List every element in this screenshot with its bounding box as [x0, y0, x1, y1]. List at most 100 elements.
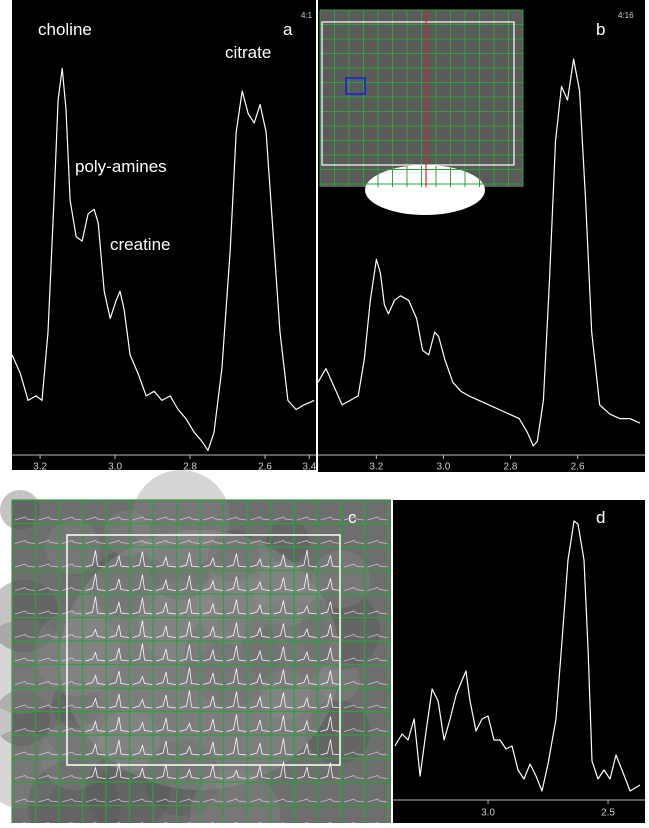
voxel-spectrum — [38, 704, 59, 709]
voxel-spectrum — [249, 672, 271, 685]
voxel-spectrum — [155, 740, 177, 756]
voxel-spectrum — [38, 798, 59, 803]
voxel-spectrum — [249, 719, 271, 732]
voxel-spectrum — [85, 697, 106, 709]
voxel-spectrum — [14, 751, 36, 756]
voxel-spectrum — [249, 649, 271, 662]
voxel-spectrum — [155, 671, 177, 685]
voxel-spectrum — [108, 624, 130, 638]
voxel-spectrum — [226, 622, 247, 638]
voxel-spectrum — [38, 681, 59, 685]
voxel-spectrum — [296, 604, 318, 615]
voxel-spectrum — [226, 540, 247, 544]
corner-text: 4:1 — [301, 11, 313, 20]
voxel-spectrum — [108, 647, 130, 662]
voxel-spectrum — [273, 798, 294, 803]
inset-voxel — [345, 77, 366, 95]
voxel-spectrum — [320, 798, 341, 803]
voxel-spectrum — [296, 742, 318, 756]
voxel-spectrum — [155, 694, 177, 709]
voxel-spectrum — [14, 516, 36, 521]
x-tick-label: 2.6 — [571, 462, 585, 473]
voxel-spectrum — [273, 577, 294, 591]
inset-anatomy — [365, 165, 485, 215]
voxel-spectrum — [273, 600, 294, 615]
x-tick-label: 3.2 — [369, 462, 383, 473]
voxel-spectrum — [85, 550, 106, 568]
voxel-spectrum — [202, 602, 224, 615]
voxel-spectrum — [14, 681, 36, 685]
x-tick-label: 2.6 — [258, 462, 272, 473]
voxel-spectrum — [343, 540, 365, 544]
voxel-spectrum — [249, 798, 271, 803]
tissue-texture — [184, 610, 280, 706]
voxel-spectrum — [367, 728, 388, 732]
voxel-spectrum — [108, 578, 130, 591]
voxel-spectrum — [14, 634, 36, 638]
voxel-spectrum — [296, 627, 318, 638]
voxel-spectrum — [132, 744, 153, 756]
x-tick-label: 2.5 — [601, 808, 615, 819]
voxel-spectrum — [155, 648, 177, 662]
voxel-spectrum — [320, 739, 341, 756]
voxel-spectrum — [61, 634, 83, 638]
voxel-spectrum — [296, 540, 318, 544]
voxel-spectrum — [132, 597, 153, 615]
voxel-spectrum — [61, 798, 83, 803]
voxel-spectrum — [85, 596, 106, 615]
spectrum-line — [11, 67, 315, 451]
voxel-spectrum — [320, 762, 341, 779]
panel-label: b — [596, 20, 605, 39]
voxel-spectrum — [61, 751, 83, 756]
voxel-spectrum — [14, 657, 36, 662]
tissue-texture — [266, 520, 310, 564]
peak-annotation: creatine — [110, 235, 170, 254]
voxel-spectrum — [202, 741, 224, 756]
voxel-spectrum — [367, 681, 388, 685]
voxel-spectrum — [108, 516, 130, 521]
voxel-spectrum — [249, 603, 271, 615]
voxel-spectrum — [226, 798, 247, 803]
voxel-spectrum — [132, 675, 153, 685]
voxel-spectrum — [155, 578, 177, 591]
voxel-spectrum — [38, 563, 59, 568]
voxel-spectrum — [343, 681, 365, 685]
voxel-spectrum — [108, 601, 130, 615]
voxel-spectrum — [61, 563, 83, 568]
voxel-spectrum — [296, 516, 318, 521]
tissue-texture — [190, 770, 280, 828]
voxel-spectrum — [296, 719, 318, 732]
voxel-spectrum — [179, 552, 200, 568]
voxel-spectrum — [367, 751, 388, 756]
voxel-spectrum — [296, 572, 318, 591]
voxel-spectrum — [132, 620, 153, 638]
voxel-spectrum — [155, 763, 177, 779]
voxel-spectrum — [14, 728, 36, 732]
voxel-spectrum — [85, 540, 106, 544]
voxel-spectrum — [108, 762, 130, 779]
voxel-spectrum — [61, 728, 83, 732]
voxel-spectrum — [38, 728, 59, 732]
voxel-spectrum — [155, 540, 177, 544]
spectrum-panel: 3.2 3.0 2.8 2.6 a choline citrate poly-amines cr… — [11, 0, 316, 473]
voxel-spectrum — [38, 657, 59, 662]
voxel-spectrum — [320, 716, 341, 732]
voxel-spectrum — [179, 540, 200, 544]
x-tick-label: 3.0 — [108, 462, 122, 473]
voxel-spectrum — [85, 798, 106, 803]
voxel-spectrum — [320, 624, 341, 638]
voxel-spectrum — [179, 745, 200, 756]
voxel-spectrum — [320, 601, 341, 615]
voxel-spectrum — [226, 645, 247, 662]
voxel-spectrum — [343, 634, 365, 638]
voxel-spectrum — [249, 626, 271, 638]
voxel-spectrum — [202, 648, 224, 662]
inset-box — [321, 21, 515, 166]
voxel-spectrum — [320, 540, 341, 544]
voxel-spectrum — [249, 540, 271, 544]
voxel-spectrum — [14, 775, 36, 779]
tissue-texture — [28, 760, 120, 828]
peak-annotation: citrate — [225, 43, 271, 62]
voxel-spectrum — [179, 690, 200, 709]
